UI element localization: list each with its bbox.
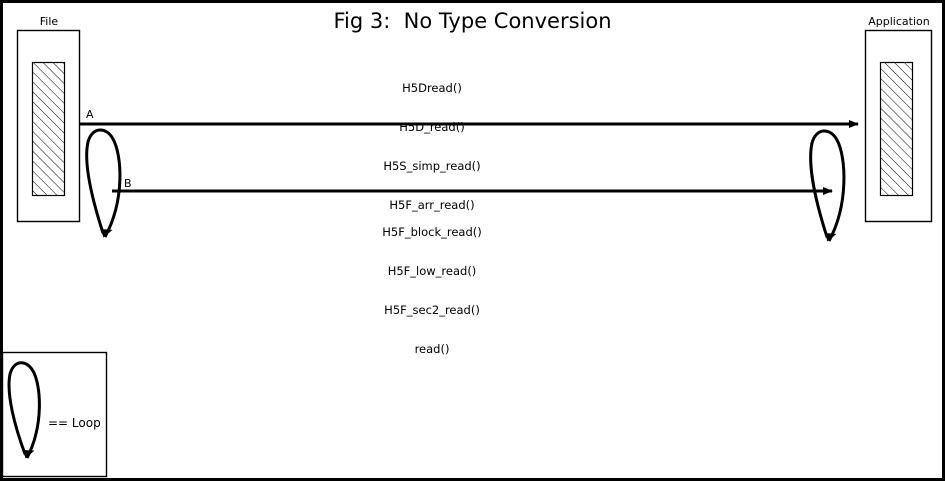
flow-label-b: B bbox=[124, 177, 132, 190]
flow-label-a: A bbox=[86, 108, 94, 121]
legend-box bbox=[1, 351, 108, 478]
call-list-top: H5Dread() H5D_read() H5S_simp_read() H5F… bbox=[322, 57, 542, 236]
legend-loop-icon bbox=[7, 361, 41, 459]
application-node-hatch bbox=[879, 61, 914, 197]
file-node-label: File bbox=[39, 15, 59, 28]
legend-loop-label: == Loop bbox=[48, 416, 101, 430]
call-list-top-item: H5Dread() bbox=[402, 81, 462, 95]
call-list-bottom-item: H5F_low_read() bbox=[387, 264, 477, 278]
call-list-bottom: H5F_block_read() H5F_low_read() H5F_sec2… bbox=[322, 201, 542, 380]
call-list-top-item: H5F_arr_read() bbox=[389, 198, 475, 212]
call-list-bottom-item: H5F_sec2_read() bbox=[384, 303, 480, 317]
call-list-bottom-item: H5F_block_read() bbox=[382, 225, 482, 239]
loop-left bbox=[85, 128, 122, 238]
file-node-hatch bbox=[31, 61, 66, 197]
call-list-top-item: H5S_simp_read() bbox=[383, 159, 481, 173]
page-title: Fig 3: No Type Conversion bbox=[333, 9, 612, 33]
application-node-label: Application bbox=[868, 15, 930, 28]
loop-right bbox=[809, 129, 846, 242]
call-list-bottom-item: read() bbox=[414, 342, 450, 356]
call-list-top-item: H5D_read() bbox=[399, 120, 465, 134]
